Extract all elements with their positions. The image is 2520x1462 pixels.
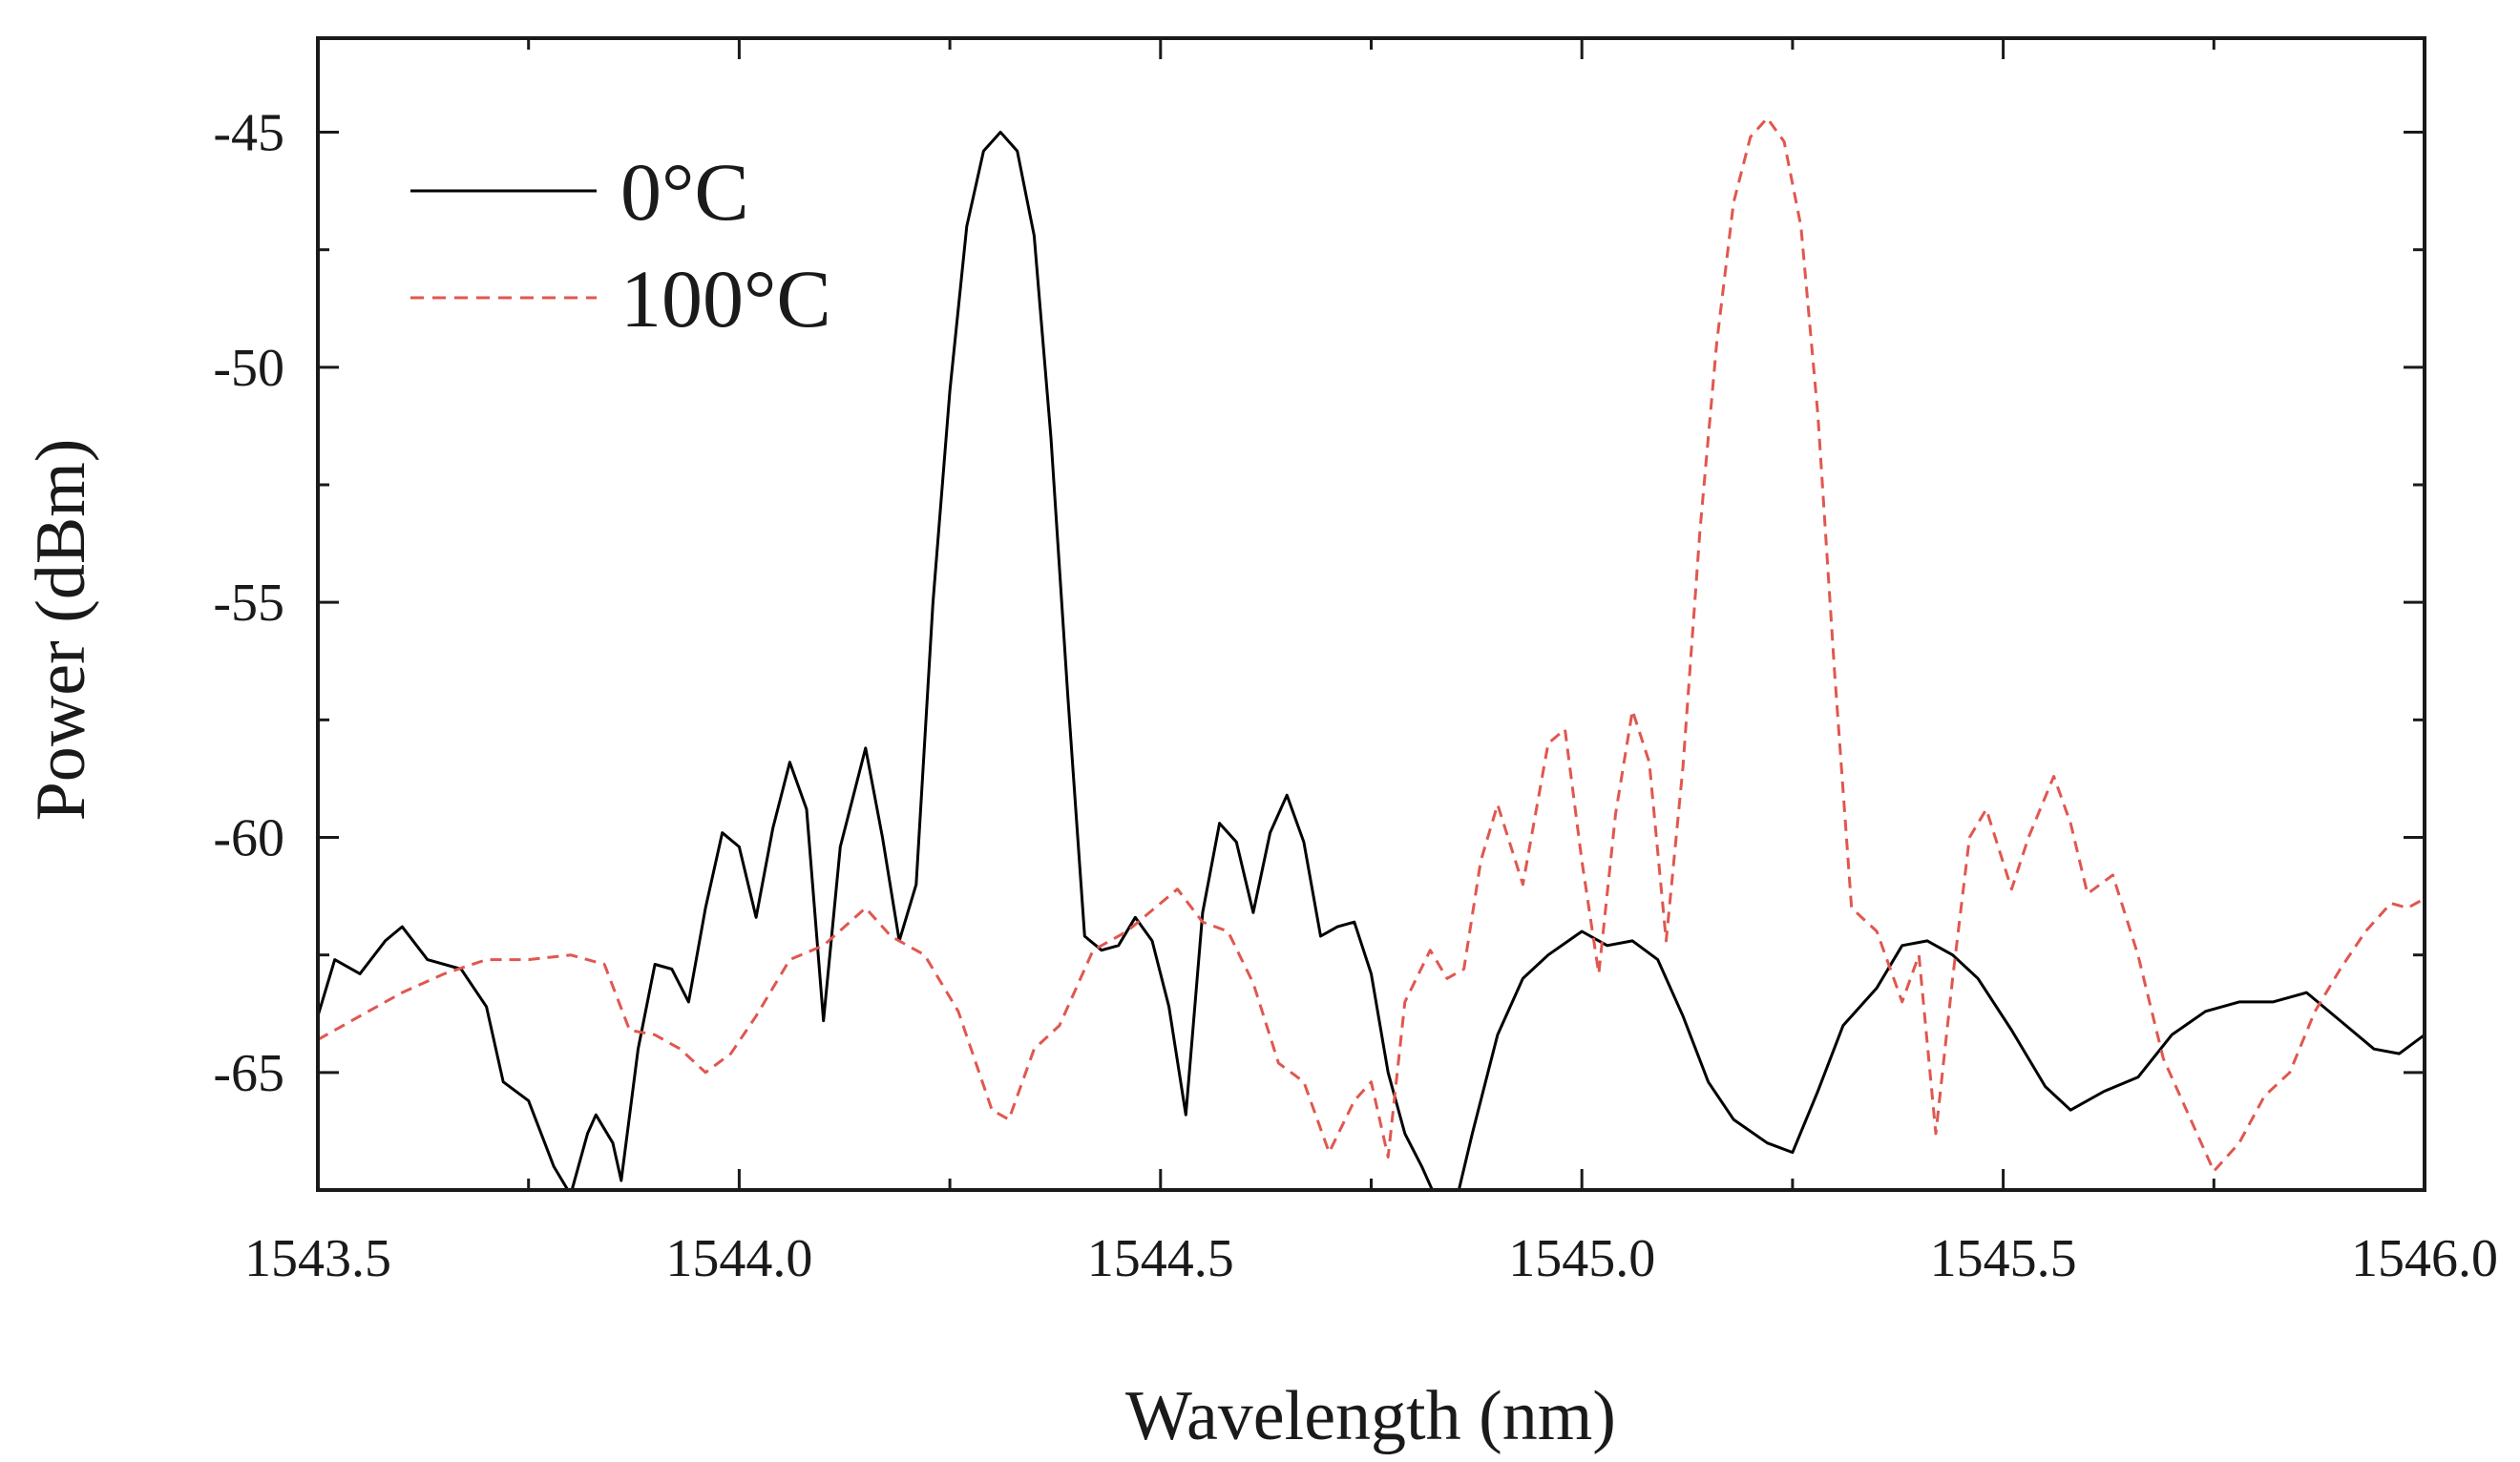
labels-layer: 1543.5 1544.0 1544.5 1545.0 1545.5 1546.0 -45 -… [213, 104, 2498, 1288]
x-tick-label: 1545.5 [1930, 1229, 2077, 1288]
y-tick-label: -60 [213, 809, 284, 868]
x-tick-label: 1546.0 [2351, 1229, 2498, 1288]
ticks-layer [316, 38, 2426, 1190]
x-tick-label: 1544.5 [1087, 1229, 1234, 1288]
series-100c-line [318, 116, 2425, 1173]
series-0c-line [318, 131, 2425, 1190]
legend: 0°C 100°C [410, 146, 831, 345]
y-tick-label: -45 [213, 104, 284, 163]
y-tick-label: -55 [213, 574, 284, 633]
series-layer [318, 116, 2425, 1190]
y-axis-title: Power (dBm) [22, 439, 100, 822]
legend-label-100c: 100°C [620, 253, 831, 345]
y-tick-label: -65 [213, 1044, 284, 1103]
x-tick-label: 1545.0 [1508, 1229, 1655, 1288]
x-axis-title: Wavelength (nm) [1125, 1377, 1616, 1455]
x-tick-label: 1543.5 [244, 1229, 391, 1288]
x-tick-label: 1544.0 [665, 1229, 812, 1288]
y-tick-label: -50 [213, 339, 284, 398]
legend-label-0c: 0°C [620, 146, 749, 238]
